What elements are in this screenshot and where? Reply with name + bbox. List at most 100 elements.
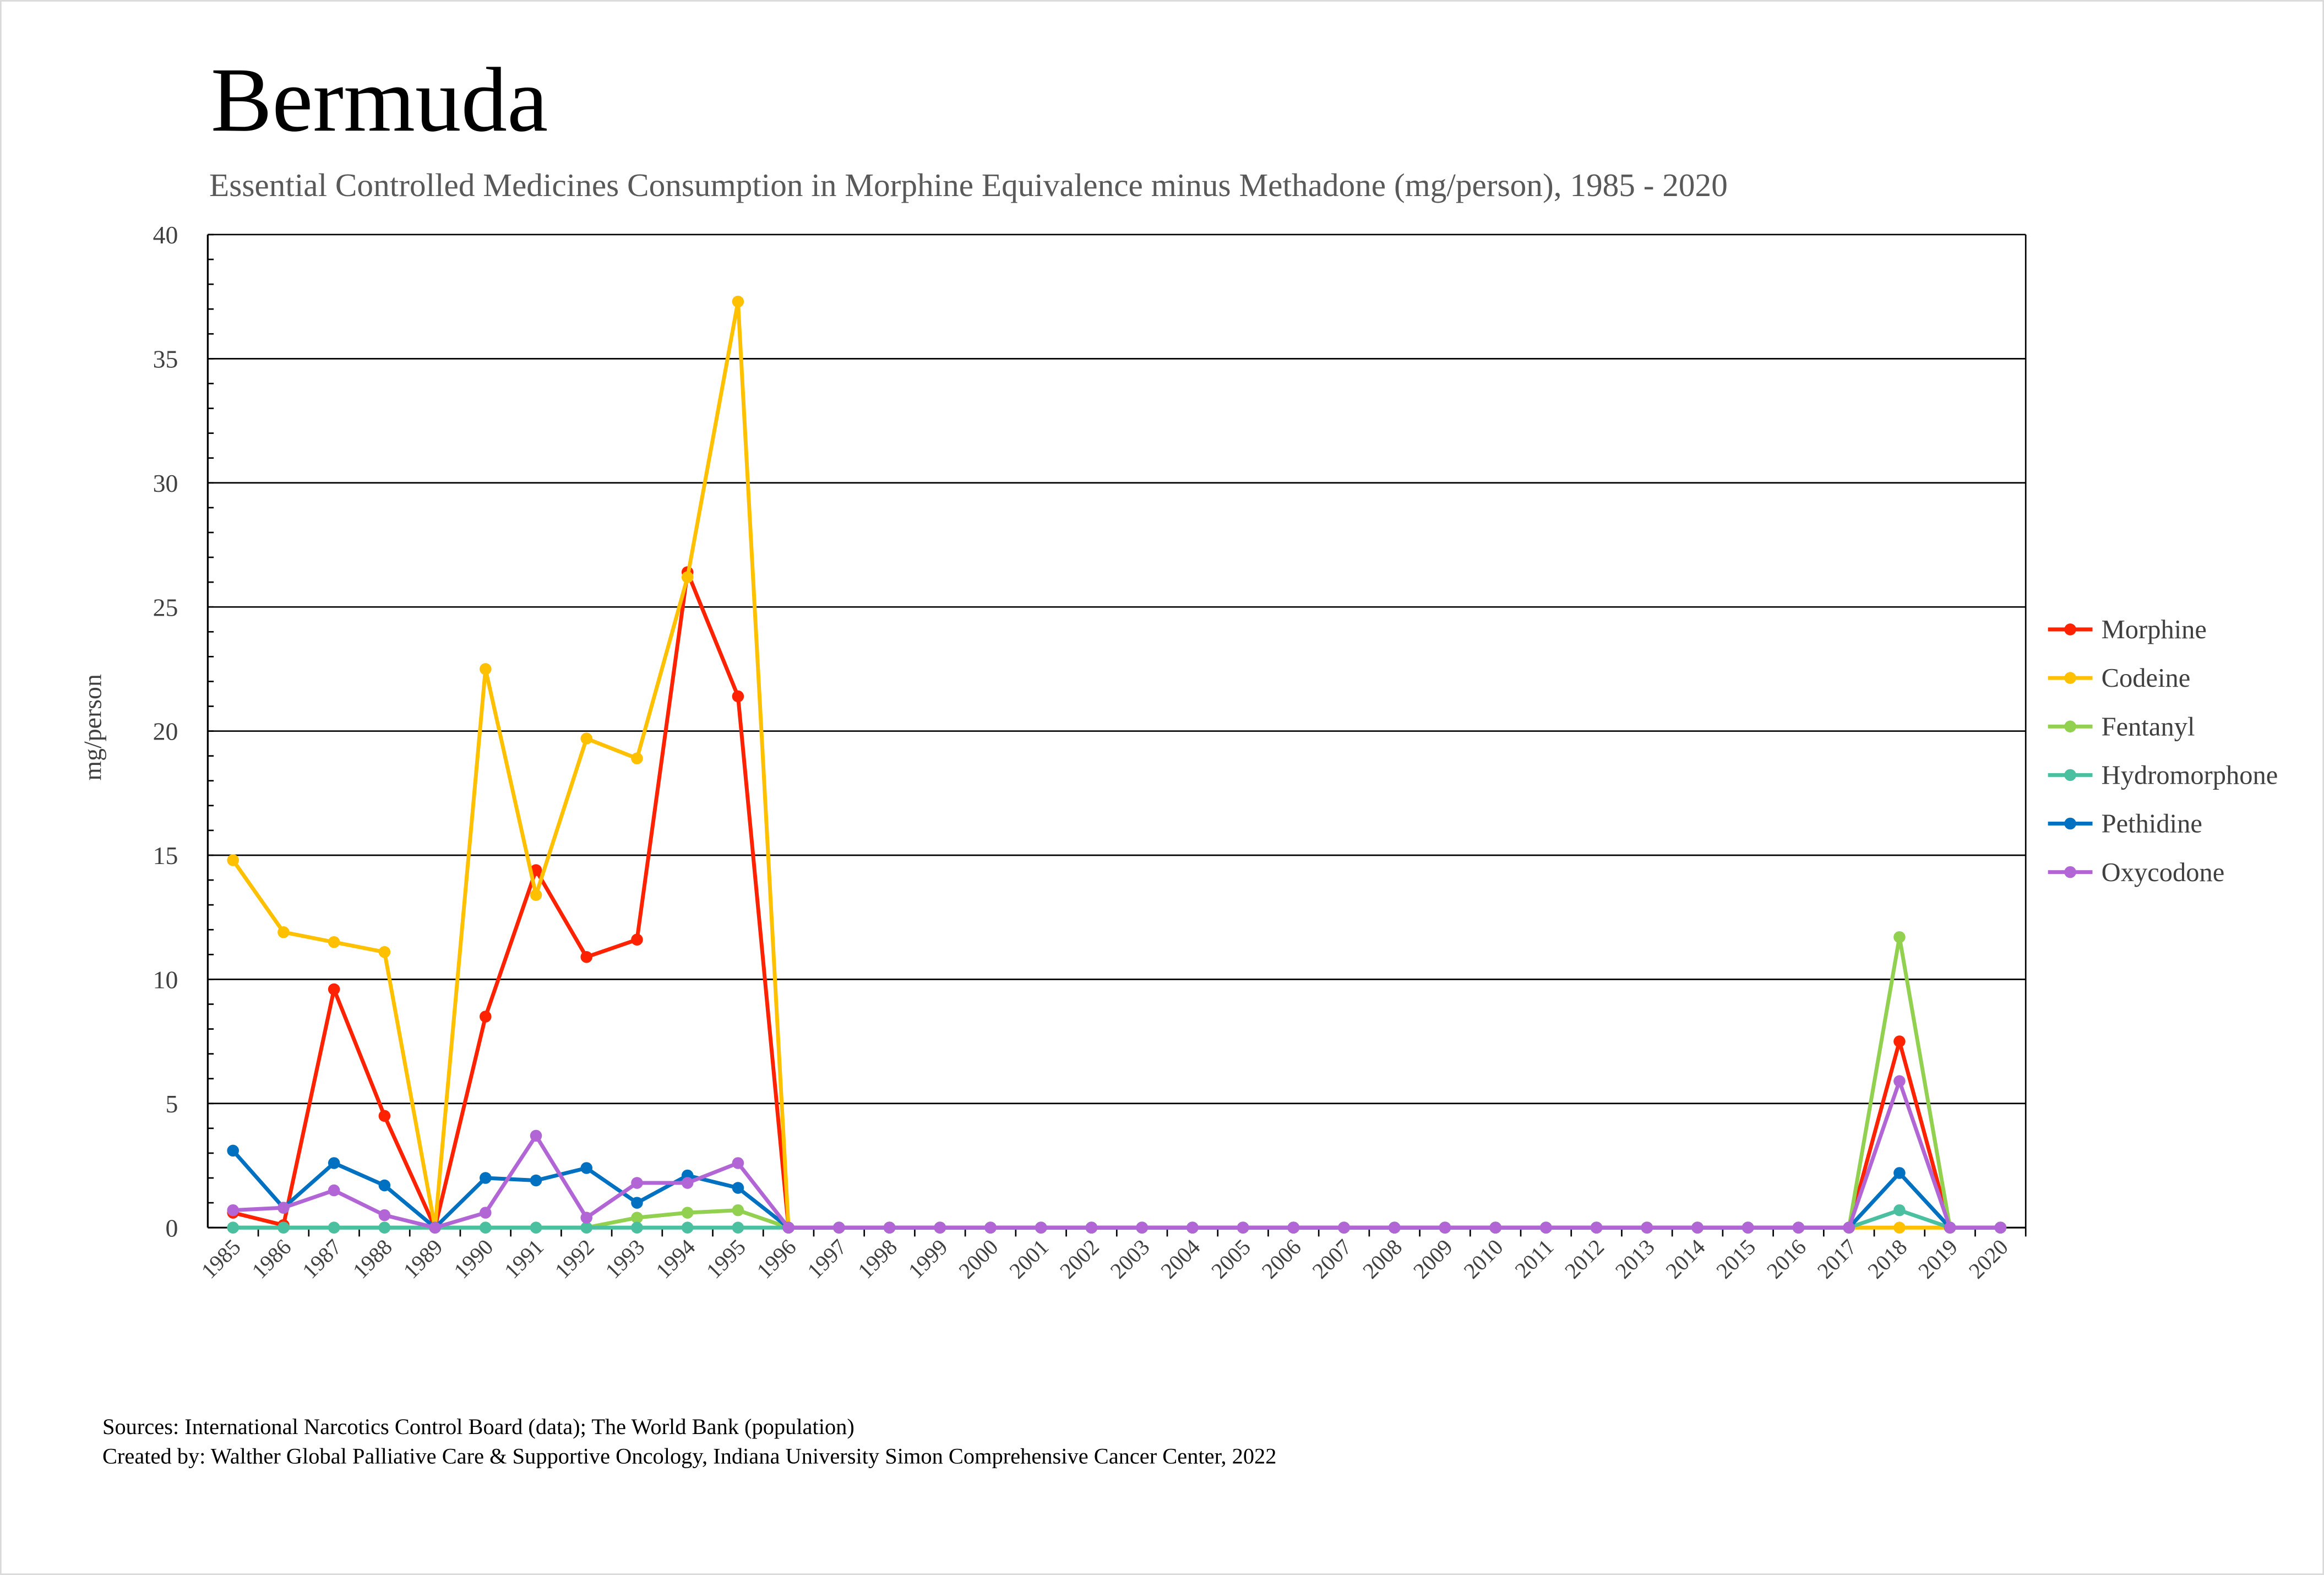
data-point-oxycodone bbox=[1843, 1221, 1855, 1234]
data-point-oxycodone bbox=[1540, 1221, 1552, 1234]
data-point-oxycodone bbox=[1187, 1221, 1199, 1234]
data-point-oxycodone bbox=[631, 1177, 643, 1189]
y-tick-label: 25 bbox=[153, 593, 178, 621]
sources-note: Sources: International Narcotics Control… bbox=[102, 1414, 855, 1439]
legend-label: Pethidine bbox=[2102, 810, 2202, 839]
data-point-codeine bbox=[732, 295, 744, 308]
series-line-oxycodone bbox=[233, 1079, 2001, 1230]
created-by-note: Created by: Walther Global Palliative Ca… bbox=[102, 1444, 1277, 1469]
data-point-pethidine bbox=[1893, 1167, 1906, 1179]
legend-swatch-marker bbox=[2064, 817, 2076, 830]
legend-item-pethidine: Pethidine bbox=[2048, 810, 2202, 839]
legend-item-hydromorphone: Hydromorphone bbox=[2048, 761, 2278, 790]
data-point-pethidine bbox=[530, 1174, 542, 1187]
legend: Morphine Codeine Fentanyl Hydromorphone Peth… bbox=[2048, 615, 2278, 887]
y-axis-label: mg/person bbox=[78, 674, 106, 780]
legend-label: Fentanyl bbox=[2102, 712, 2195, 741]
legend-label: Morphine bbox=[2102, 615, 2207, 644]
data-point-oxycodone bbox=[1035, 1221, 1047, 1234]
data-point-morphine bbox=[328, 983, 340, 996]
data-point-oxycodone bbox=[1136, 1221, 1148, 1234]
legend-swatch-marker bbox=[2064, 623, 2076, 636]
chart-subtitle: Essential Controlled Medicines Consumpti… bbox=[209, 167, 1728, 203]
data-point-oxycodone bbox=[1338, 1221, 1350, 1234]
data-point-hydromorphone bbox=[378, 1221, 391, 1234]
data-point-hydromorphone bbox=[480, 1221, 492, 1234]
gridlines bbox=[208, 233, 2026, 1105]
data-point-hydromorphone bbox=[530, 1221, 542, 1234]
data-point-hydromorphone bbox=[227, 1221, 239, 1234]
data-point-pethidine bbox=[732, 1182, 744, 1194]
legend-swatch-marker bbox=[2064, 672, 2076, 684]
data-point-hydromorphone bbox=[681, 1221, 694, 1234]
data-point-hydromorphone bbox=[580, 1221, 593, 1234]
legend-swatch-marker bbox=[2064, 769, 2076, 781]
data-point-oxycodone bbox=[1994, 1221, 2007, 1234]
data-point-oxycodone bbox=[1439, 1221, 1451, 1234]
data-point-codeine bbox=[378, 946, 391, 958]
legend-swatch-marker bbox=[2064, 720, 2076, 733]
data-point-oxycodone bbox=[1641, 1221, 1653, 1234]
legend-label: Hydromorphone bbox=[2102, 761, 2278, 790]
data-point-hydromorphone bbox=[328, 1221, 340, 1234]
data-point-oxycodone bbox=[1944, 1221, 1956, 1234]
data-point-morphine bbox=[1893, 1035, 1906, 1047]
y-tick-label: 40 bbox=[153, 221, 178, 249]
series-group bbox=[227, 295, 2007, 1234]
data-point-oxycodone bbox=[1237, 1221, 1249, 1234]
data-point-fentanyl bbox=[732, 1204, 744, 1216]
data-point-morphine bbox=[732, 690, 744, 703]
data-point-oxycodone bbox=[580, 1212, 593, 1224]
data-point-hydromorphone bbox=[732, 1221, 744, 1234]
legend-item-oxycodone: Oxycodone bbox=[2048, 858, 2225, 887]
data-point-oxycodone bbox=[328, 1184, 340, 1197]
legend-item-codeine: Codeine bbox=[2048, 664, 2191, 693]
data-point-oxycodone bbox=[782, 1221, 794, 1234]
y-tick-label: 20 bbox=[153, 718, 178, 746]
y-tick-label: 5 bbox=[166, 1090, 178, 1118]
y-tick-label: 35 bbox=[153, 345, 178, 373]
data-point-codeine bbox=[328, 936, 340, 948]
data-point-oxycodone bbox=[1792, 1221, 1805, 1234]
data-point-oxycodone bbox=[1741, 1221, 1754, 1234]
data-point-oxycodone bbox=[984, 1221, 997, 1234]
series-oxycodone bbox=[227, 1075, 2007, 1234]
data-point-codeine bbox=[681, 571, 694, 583]
data-point-morphine bbox=[378, 1110, 391, 1122]
data-point-oxycodone bbox=[480, 1207, 492, 1219]
data-point-oxycodone bbox=[277, 1202, 290, 1214]
chart-title: Bermuda bbox=[211, 49, 548, 151]
legend-item-morphine: Morphine bbox=[2048, 615, 2207, 644]
data-point-fentanyl bbox=[681, 1207, 694, 1219]
legend-item-fentanyl: Fentanyl bbox=[2048, 712, 2195, 741]
data-point-oxycodone bbox=[1287, 1221, 1300, 1234]
data-point-codeine bbox=[530, 889, 542, 901]
data-point-oxycodone bbox=[429, 1221, 441, 1234]
legend-label: Codeine bbox=[2102, 664, 2191, 693]
data-point-oxycodone bbox=[1489, 1221, 1501, 1234]
legend-label: Oxycodone bbox=[2102, 858, 2225, 887]
data-point-oxycodone bbox=[1388, 1221, 1401, 1234]
data-point-codeine bbox=[580, 732, 593, 745]
data-point-oxycodone bbox=[1691, 1221, 1703, 1234]
data-point-hydromorphone bbox=[277, 1221, 290, 1234]
data-point-pethidine bbox=[227, 1144, 239, 1157]
data-point-oxycodone bbox=[934, 1221, 946, 1234]
data-point-pethidine bbox=[631, 1197, 643, 1209]
data-point-oxycodone bbox=[1893, 1075, 1906, 1087]
data-point-codeine bbox=[1893, 1221, 1906, 1234]
data-point-pethidine bbox=[328, 1157, 340, 1169]
data-point-codeine bbox=[480, 663, 492, 675]
data-point-oxycodone bbox=[833, 1221, 845, 1234]
data-point-morphine bbox=[480, 1011, 492, 1023]
data-point-fentanyl bbox=[631, 1212, 643, 1224]
data-point-pethidine bbox=[378, 1179, 391, 1192]
data-point-pethidine bbox=[480, 1172, 492, 1184]
data-point-oxycodone bbox=[378, 1209, 391, 1221]
data-point-oxycodone bbox=[681, 1177, 694, 1189]
data-point-hydromorphone bbox=[1893, 1204, 1906, 1216]
y-tick-label: 30 bbox=[153, 469, 178, 497]
data-point-oxycodone bbox=[883, 1221, 896, 1234]
